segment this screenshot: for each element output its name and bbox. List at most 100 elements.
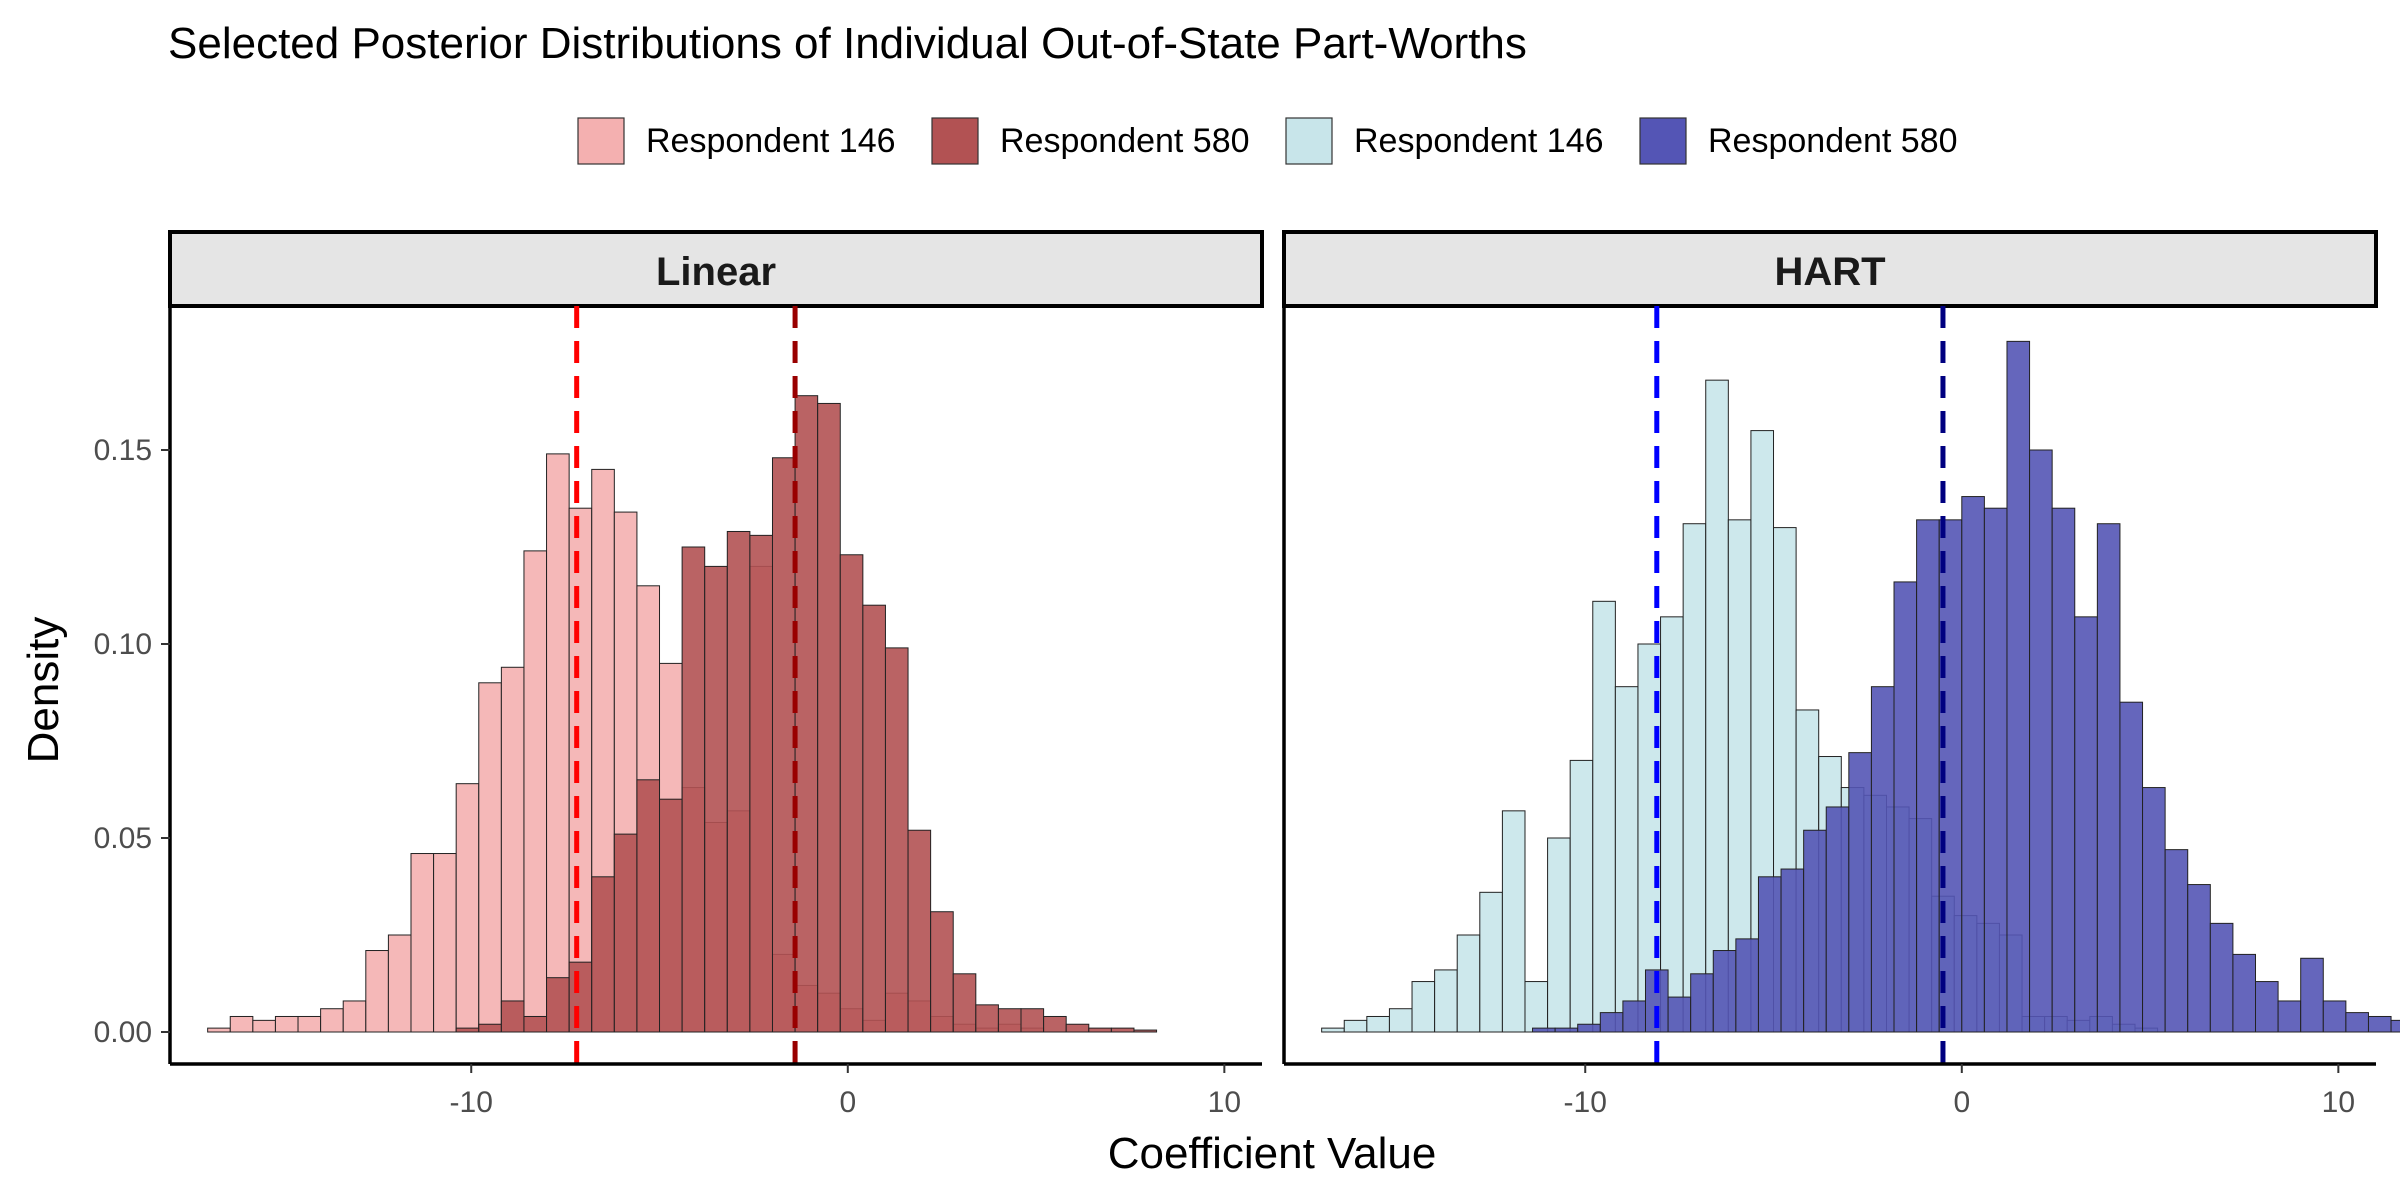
histogram-bar [2029, 449, 2053, 1033]
histogram-bar [1434, 969, 1458, 1033]
legend-swatch [1639, 117, 1687, 165]
histogram-bar [1667, 996, 1692, 1033]
histogram-bar [1780, 868, 1805, 1033]
series-1 [455, 395, 1158, 1033]
histogram-bar [2142, 787, 2166, 1033]
histogram-bar [1735, 938, 1759, 1033]
histogram-bar [1622, 1000, 1646, 1033]
histogram-bar [636, 779, 661, 1033]
legend-label: Respondent 146 [646, 122, 896, 160]
histogram-bar [726, 530, 751, 1033]
histogram-bar [681, 546, 706, 1033]
histogram-bar [1690, 973, 1714, 1033]
histogram-bar [659, 798, 683, 1033]
histogram-bar [704, 565, 728, 1033]
x-tick-label: 10 [2322, 1086, 2355, 1119]
histogram-bar [1321, 1027, 1345, 1033]
legend-swatch [931, 117, 979, 165]
histogram-bar [1532, 1027, 1556, 1033]
legend: Respondent 146 Respondent 580 Respondent 1… [577, 117, 1958, 165]
histogram-bar [1803, 829, 1827, 1033]
histogram-bar [1554, 1027, 1579, 1033]
facet-panels: Linear -10 0 10 0.00 0.05 0.10 0.15 HART -10 0 10 [94, 230, 2400, 1119]
histogram-bar [2187, 884, 2211, 1033]
histogram-bar [433, 853, 457, 1033]
histogram-bar [1705, 379, 1729, 1033]
histogram-bar [320, 1008, 344, 1033]
legend-swatch [1285, 117, 1333, 165]
histogram-bar [478, 1023, 502, 1033]
histogram-bar [1614, 686, 1639, 1033]
histogram-bar [1961, 496, 1985, 1033]
y-tick-label: 0.05 [94, 822, 152, 855]
x-tick-label: -10 [1564, 1086, 1607, 1119]
histogram-bar [794, 395, 819, 1033]
histogram-bar [952, 973, 977, 1033]
histogram-bar [2277, 1000, 2302, 1033]
histogram-bar [1825, 806, 1850, 1033]
histogram-bar [771, 457, 796, 1033]
histogram-bar [2232, 953, 2257, 1033]
histogram-bar [478, 682, 502, 1033]
histogram-bar [365, 950, 389, 1033]
facet-panel-hart: HART -10 0 10 [1282, 230, 2400, 1119]
histogram-bar [1366, 1015, 1390, 1033]
chart-title: Selected Posterior Distributions of Indi… [168, 19, 1527, 68]
histogram-bar [342, 1000, 367, 1033]
histogram-bar [2300, 957, 2324, 1033]
legend-label: Respondent 146 [1354, 122, 1604, 160]
histogram-bar [1043, 1015, 1067, 1033]
y-tick-label: 0.00 [94, 1016, 152, 1049]
histogram-bar [749, 534, 773, 1033]
histogram-bar [523, 550, 548, 1033]
histogram-bar [568, 507, 593, 1033]
histogram-bar [1893, 581, 1918, 1033]
histogram-bar [907, 829, 932, 1033]
histogram-bar [613, 833, 638, 1033]
y-tick-label: 0.10 [94, 628, 152, 661]
histogram-bar [2367, 1015, 2392, 1033]
histogram-bar [500, 1000, 525, 1033]
histogram-bar [1916, 519, 1940, 1033]
legend-item: Respondent 580 [1639, 117, 1958, 165]
histogram-bar [975, 1004, 999, 1033]
histogram-bar [1569, 759, 1594, 1033]
histogram-bar [1343, 1019, 1368, 1033]
facet-strip-label: Linear [656, 250, 776, 294]
histogram-bar [568, 961, 593, 1033]
histogram-bar [297, 1015, 322, 1033]
histogram-bar [1848, 752, 1872, 1033]
histogram-bar [1599, 1012, 1624, 1033]
legend-label: Respondent 580 [1000, 122, 1250, 160]
histogram-bar [252, 1019, 276, 1033]
facet-panel-linear: Linear -10 0 10 0.00 0.05 0.10 0.15 [94, 230, 1264, 1119]
histogram-bar [455, 783, 480, 1033]
histogram-bar [2074, 616, 2098, 1033]
facet-strip [1282, 230, 2378, 308]
legend-item: Respondent 580 [931, 117, 1250, 165]
histogram-bar [1456, 934, 1481, 1033]
x-tick-label: 0 [839, 1086, 856, 1119]
histogram-bar [2209, 922, 2234, 1033]
histogram-bar [410, 853, 435, 1033]
histogram-bar [2096, 523, 2121, 1033]
histogram-bar [500, 666, 525, 1033]
histogram-bar [817, 402, 841, 1033]
histogram-bar [2051, 507, 2076, 1033]
histogram-bar [2119, 701, 2144, 1033]
histogram-bar [546, 453, 570, 1033]
legend-item: Respondent 146 [1285, 117, 1604, 165]
x-tick-label: -10 [450, 1086, 493, 1119]
histogram-bar [2006, 340, 2031, 1033]
histogram-bar [2390, 1019, 2400, 1033]
histogram-bar [229, 1015, 254, 1033]
histogram-bar [1110, 1027, 1135, 1033]
histogram-bar [1592, 600, 1616, 1033]
legend-swatch [577, 117, 625, 165]
histogram-bar [1870, 686, 1895, 1033]
y-axis-label: Density [19, 617, 68, 764]
histogram-bar [862, 604, 886, 1033]
histogram-bar [546, 977, 570, 1033]
histogram-bar [591, 876, 615, 1033]
